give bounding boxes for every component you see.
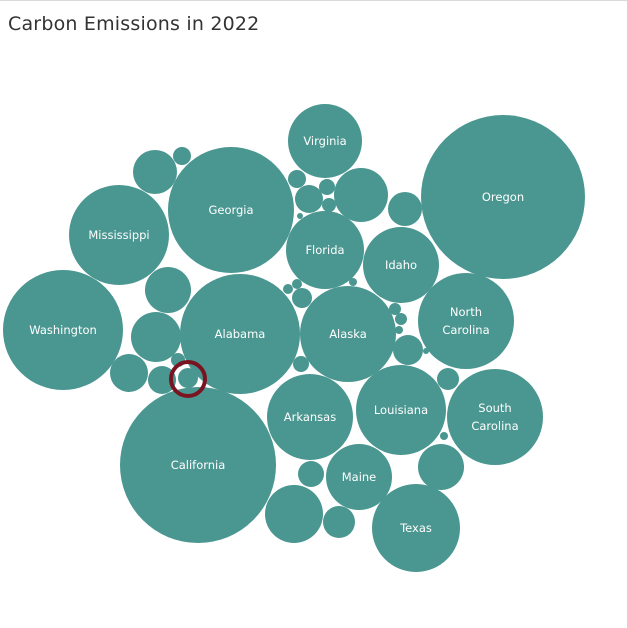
bubble-unlabeled-15[interactable] bbox=[297, 213, 303, 219]
bubble-unlabeled-1[interactable] bbox=[133, 150, 177, 194]
bubble-unlabeled-11[interactable] bbox=[295, 185, 323, 213]
bubble-unlabeled-6[interactable] bbox=[148, 366, 176, 394]
bubble-arkansas[interactable] bbox=[267, 374, 353, 460]
bubble-oregon[interactable] bbox=[421, 115, 585, 279]
chart-title: Carbon Emissions in 2022 bbox=[8, 13, 260, 35]
bubble-unlabeled-28[interactable] bbox=[418, 444, 464, 490]
bubble-unlabeled-18[interactable] bbox=[292, 288, 312, 308]
bubble-georgia[interactable] bbox=[168, 147, 294, 273]
bubble-texas[interactable] bbox=[372, 484, 460, 572]
bubble-unlabeled-24[interactable] bbox=[393, 335, 423, 365]
bubble-unlabeled-5[interactable] bbox=[110, 354, 148, 392]
bubble-unlabeled-9[interactable] bbox=[288, 170, 306, 188]
bubble-unlabeled-22[interactable] bbox=[395, 313, 407, 325]
bubble-unlabeled-14[interactable] bbox=[388, 192, 422, 226]
bubble-unlabeled-7[interactable] bbox=[178, 368, 198, 388]
bubble-unlabeled-4[interactable] bbox=[131, 312, 181, 362]
bubble-virginia[interactable] bbox=[288, 104, 362, 178]
bubble-unlabeled-12[interactable] bbox=[322, 198, 336, 212]
bubble-unlabeled-21[interactable] bbox=[389, 303, 401, 315]
bubble-louisiana[interactable] bbox=[356, 365, 446, 455]
bubble-unlabeled-20[interactable] bbox=[293, 356, 309, 372]
bubble-mississippi[interactable] bbox=[69, 185, 169, 285]
bubble-maine[interactable] bbox=[326, 444, 392, 510]
bubble-unlabeled-23[interactable] bbox=[395, 326, 403, 334]
bubble-unlabeled-10[interactable] bbox=[319, 179, 335, 195]
selection-highlight-ring bbox=[169, 360, 207, 398]
bubble-unlabeled-3[interactable] bbox=[145, 267, 191, 313]
bubble-unlabeled-2[interactable] bbox=[173, 147, 191, 165]
bubble-unlabeled-17[interactable] bbox=[283, 284, 293, 294]
bubble-unlabeled-19[interactable] bbox=[349, 278, 357, 286]
bubble-unlabeled-30[interactable] bbox=[298, 461, 324, 487]
bubble-california[interactable] bbox=[120, 387, 276, 543]
bubble-washington[interactable] bbox=[3, 270, 123, 390]
bubble-idaho[interactable] bbox=[363, 227, 439, 303]
top-divider bbox=[0, 0, 627, 1]
bubble-unlabeled-29[interactable] bbox=[265, 485, 323, 543]
bubble-unlabeled-16[interactable] bbox=[292, 279, 302, 289]
bubble-unlabeled-13[interactable] bbox=[334, 168, 388, 222]
bubble-alaska[interactable] bbox=[300, 286, 396, 382]
bubble-north-carolina[interactable] bbox=[418, 273, 514, 369]
bubble-south-carolina[interactable] bbox=[447, 369, 543, 465]
bubble-unlabeled-27[interactable] bbox=[440, 432, 448, 440]
bubble-florida[interactable] bbox=[286, 211, 364, 289]
bubble-alabama[interactable] bbox=[180, 274, 300, 394]
bubble-unlabeled-26[interactable] bbox=[437, 368, 459, 390]
bubble-unlabeled-31[interactable] bbox=[323, 506, 355, 538]
